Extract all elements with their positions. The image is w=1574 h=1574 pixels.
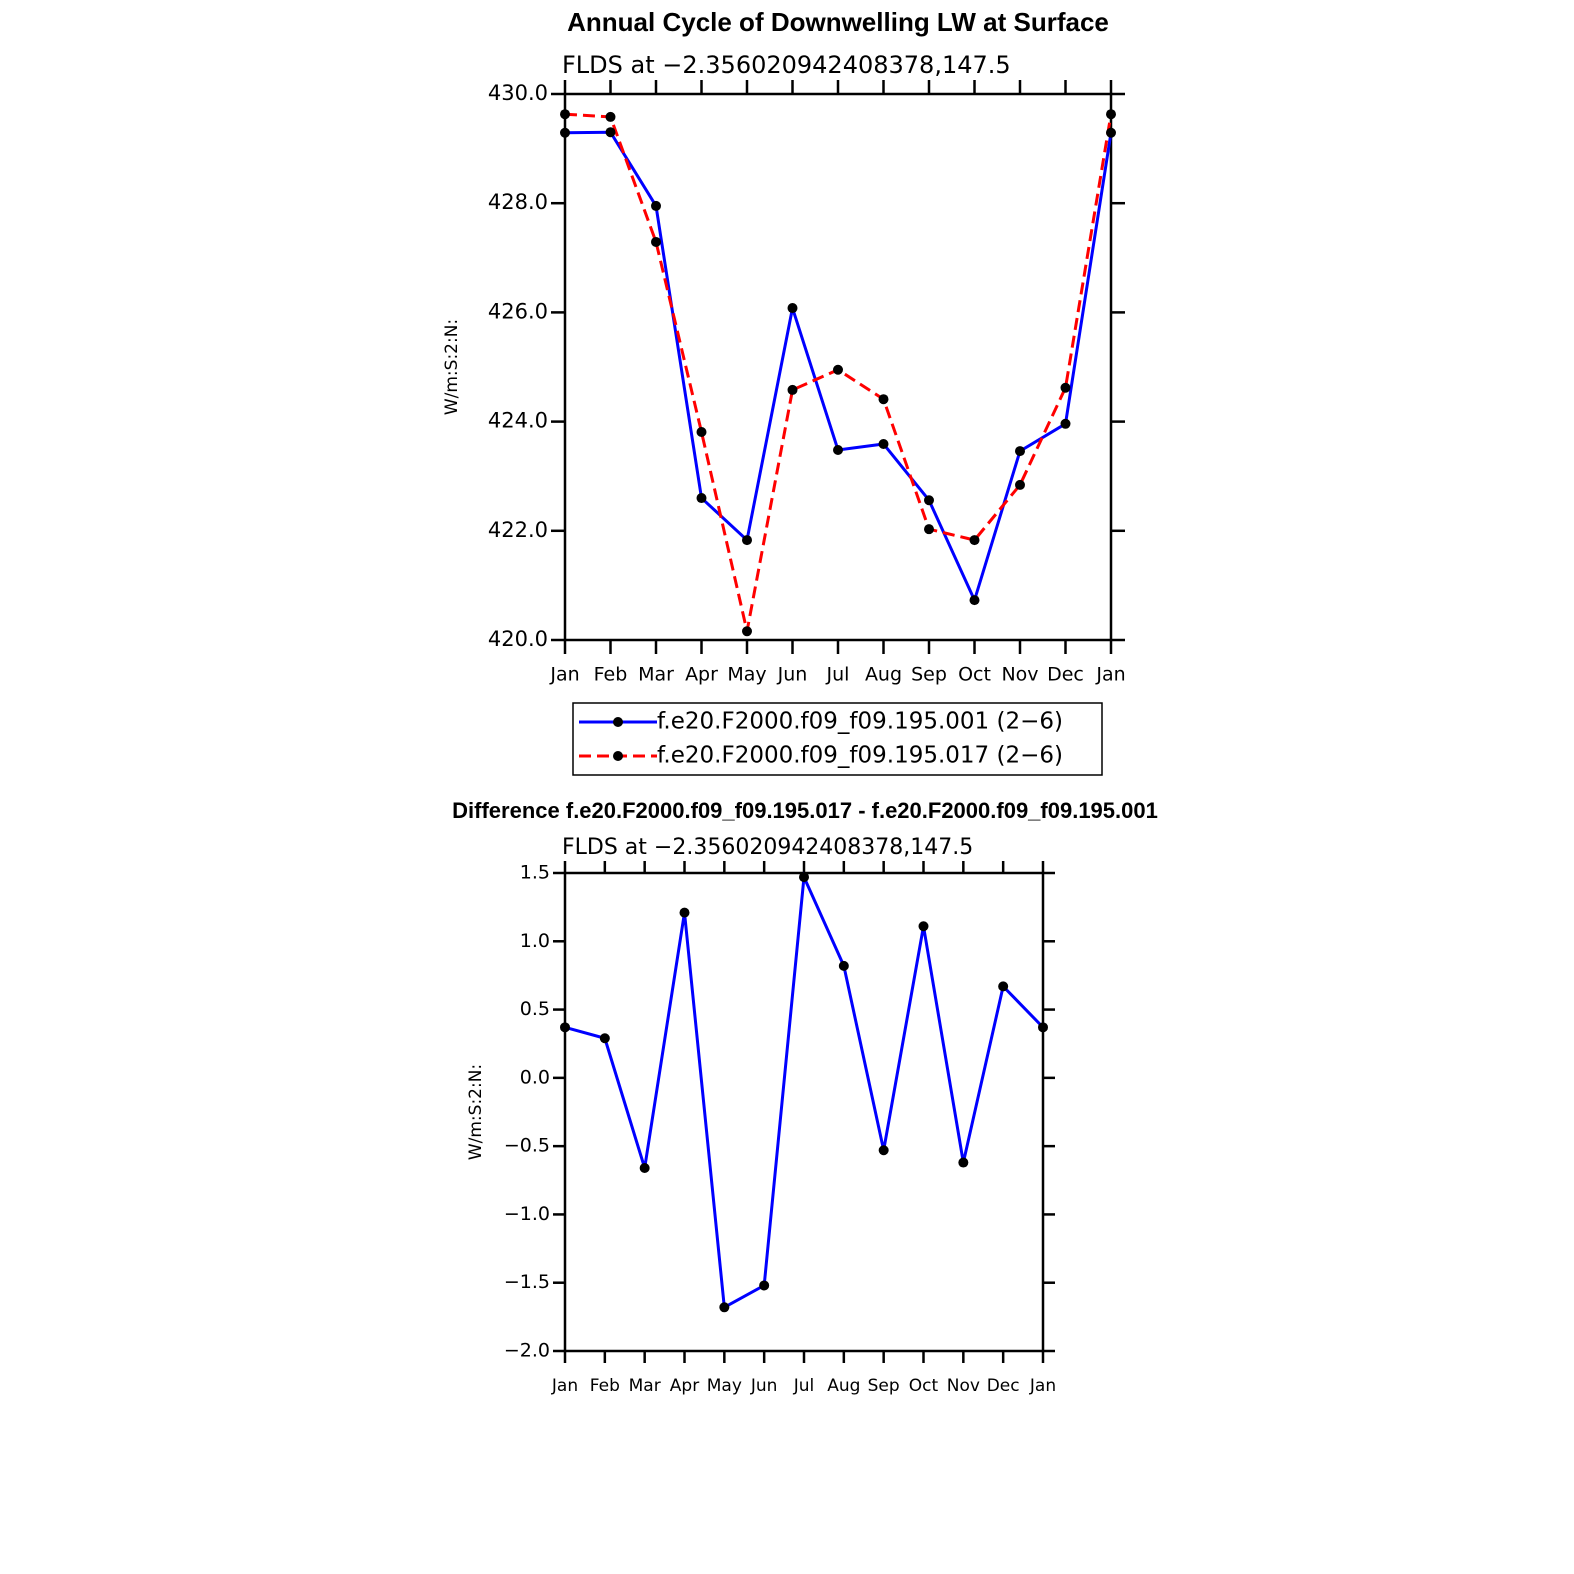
x-tick-label: Oct [958,664,991,686]
y-tick-label: 420.0 [488,627,548,651]
data-point [742,535,752,546]
plot-frame [563,871,1045,1353]
y-tick-label: 424.0 [488,409,548,433]
y-tick-label: −1.5 [504,1271,550,1293]
data-point [924,524,934,535]
x-tick-label: Mar [638,664,674,686]
data-point [759,1280,770,1291]
data-point [696,493,707,504]
y-tick-label: 1.0 [520,930,550,952]
data-point [969,535,980,546]
y-tick-label: 422.0 [488,518,548,542]
x-tick-label: Aug [865,664,902,686]
data-point [1038,1022,1048,1033]
x-tick-label: Sep [868,1376,900,1396]
legend-label: f.e20.F2000.f09_f09.195.017 (2−6) [657,743,1063,769]
data-point [560,109,570,120]
data-point [719,1302,730,1313]
chart-title: Difference f.e20.F2000.f09_f09.195.017 -… [452,798,1158,823]
data-point [1015,479,1025,490]
legend-box [572,702,1103,776]
x-tick-label: Apr [670,1376,699,1396]
y-tick-label: 428.0 [488,190,548,214]
data-point [918,921,929,932]
x-tick-label: Aug [827,1376,860,1396]
chart-subtitle: FLDS at −2.356020942408378,147.5 [562,51,1011,79]
data-point [605,111,616,122]
data-point [651,236,661,247]
x-tick-label: Nov [947,1376,980,1396]
data-point [599,1033,610,1044]
data-point [1106,109,1116,120]
legend-label: f.e20.F2000.f09_f09.195.001 (2−6) [657,709,1063,735]
data-point [878,1145,889,1156]
data-point [969,595,980,606]
data-point [696,426,707,437]
data-point [1106,127,1116,138]
x-tick-label: Jan [1095,664,1125,686]
y-tick-label: 1.5 [520,862,550,884]
data-point [651,200,661,211]
data-point [679,907,690,918]
data-point [924,495,934,506]
data-point [1015,446,1025,457]
y-tick-label: 0.0 [520,1066,550,1088]
x-tick-label: May [707,1376,742,1396]
data-point [838,960,849,971]
x-tick-label: Jun [750,1376,778,1396]
x-tick-label: Oct [909,1376,939,1396]
data-point [605,127,616,138]
x-tick-label: Jan [551,1376,578,1396]
x-tick-label: Feb [590,1376,620,1396]
legend-marker [613,717,623,727]
data-point [1060,418,1071,429]
x-tick-label: Jun [777,664,808,686]
x-tick-label: Nov [1001,664,1038,686]
data-point [998,981,1009,992]
data-point [639,1162,650,1173]
data-point [560,1022,570,1033]
data-point [833,364,843,375]
data-point [878,394,889,405]
data-point [958,1157,969,1168]
y-tick-label: 430.0 [488,81,548,105]
data-point [560,127,570,138]
chart-subtitle: FLDS at −2.356020942408378,147.5 [562,835,973,860]
y-axis-label: W/m:S:2:N: [442,319,462,415]
data-point [1060,382,1071,393]
y-tick-label: −0.5 [504,1135,550,1157]
y-tick-label: −1.0 [504,1203,550,1225]
y-tick-label: 426.0 [488,299,548,323]
legend-marker [613,751,623,761]
y-tick-label: 0.5 [520,998,550,1020]
x-tick-label: May [727,664,766,686]
data-point [787,303,798,314]
x-tick-label: Jul [793,1376,815,1396]
y-axis-label: W/m:S:2:N: [466,1064,486,1160]
x-tick-label: Sep [911,664,947,686]
data-point [799,872,809,883]
data-point [878,438,889,449]
x-tick-label: Dec [1047,664,1084,686]
chart-title: Annual Cycle of Downwelling LW at Surfac… [567,7,1109,37]
data-point [742,626,752,637]
x-tick-label: Jan [549,664,579,686]
y-tick-label: −2.0 [504,1340,550,1362]
data-point [787,384,798,395]
x-tick-label: Mar [629,1376,661,1396]
x-tick-label: Dec [987,1376,1020,1396]
x-tick-label: Jul [826,664,850,686]
data-point [833,444,843,455]
x-tick-label: Jan [1029,1376,1056,1396]
series-line [564,871,1045,1310]
x-tick-label: Apr [685,664,718,686]
x-tick-label: Feb [594,664,628,686]
